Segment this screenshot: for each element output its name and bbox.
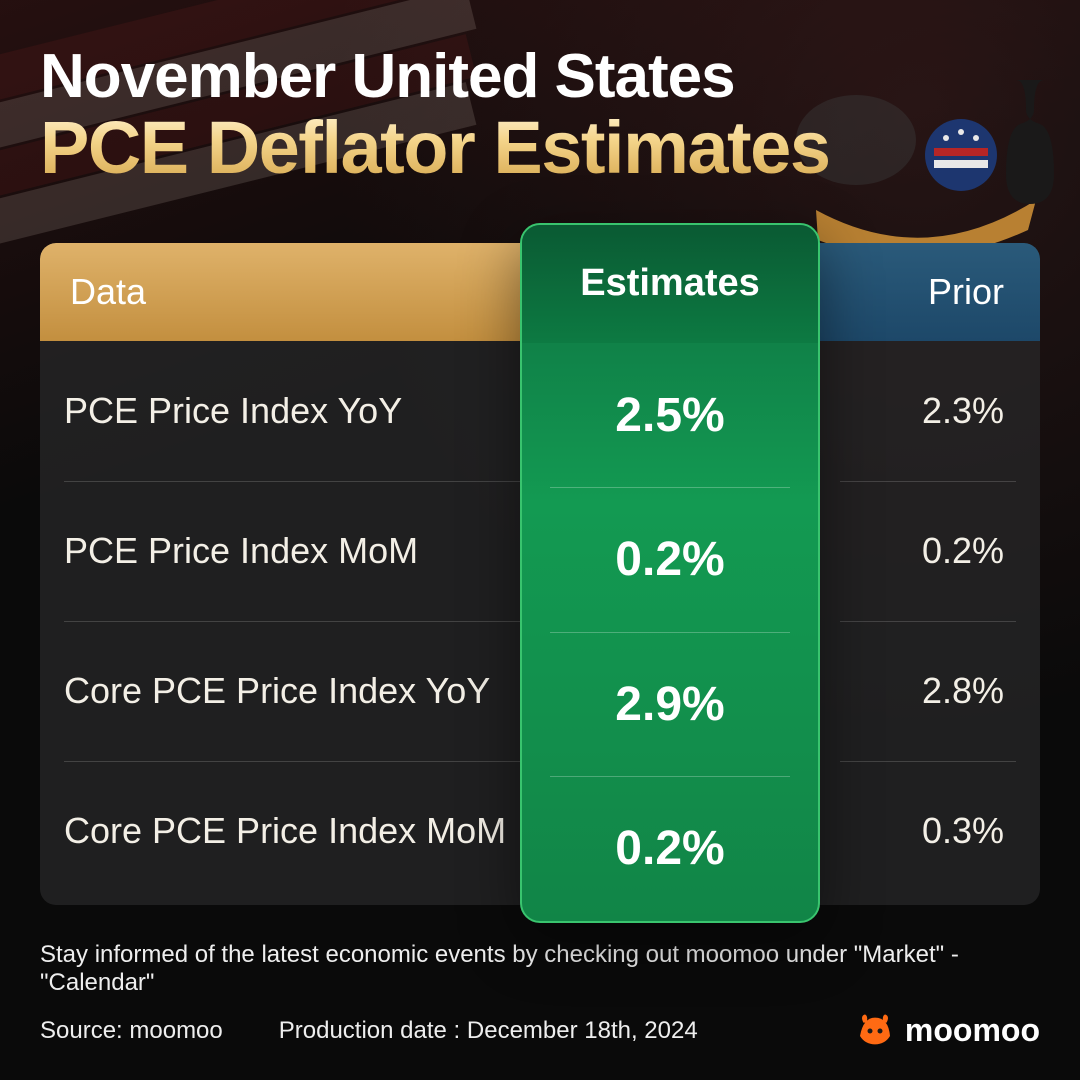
cell-prior: 2.8% — [820, 670, 1040, 712]
brand-name: moomoo — [905, 1012, 1040, 1049]
footer: Stay informed of the latest economic eve… — [40, 941, 1040, 1051]
cell-prior: 0.2% — [820, 530, 1040, 572]
cell-estimate: 0.2% — [522, 487, 818, 632]
cell-data: PCE Price Index YoY — [40, 390, 520, 432]
footer-tip: Stay informed of the latest economic eve… — [40, 941, 1040, 997]
footer-source: Source: moomoo — [40, 1017, 223, 1045]
cell-estimate: 2.5% — [522, 343, 818, 488]
title-line-1: November United States — [40, 44, 1040, 109]
cell-data: Core PCE Price Index MoM — [40, 810, 520, 852]
cell-estimate: 2.9% — [522, 632, 818, 777]
estimates-column: Estimates 2.5% 0.2% 2.9% 0.2% — [520, 223, 820, 923]
cell-prior: 0.3% — [820, 810, 1040, 852]
column-header-estimates: Estimates — [522, 225, 818, 343]
brand-logo: moomoo — [855, 1011, 1040, 1051]
title-line-2: PCE Deflator Estimates — [40, 109, 1040, 187]
cell-data: Core PCE Price Index YoY — [40, 670, 520, 712]
cell-prior: 2.3% — [820, 390, 1040, 432]
column-header-data: Data — [40, 243, 520, 341]
column-header-prior: Prior — [820, 243, 1040, 341]
cell-estimate: 0.2% — [522, 776, 818, 921]
data-table: Data Prior PCE Price Index YoY 2.3% PCE … — [40, 223, 1040, 923]
moomoo-icon — [855, 1011, 895, 1051]
title-block: November United States PCE Deflator Esti… — [40, 44, 1040, 187]
footer-production: Production date : December 18th, 2024 — [279, 1017, 698, 1045]
cell-data: PCE Price Index MoM — [40, 530, 520, 572]
